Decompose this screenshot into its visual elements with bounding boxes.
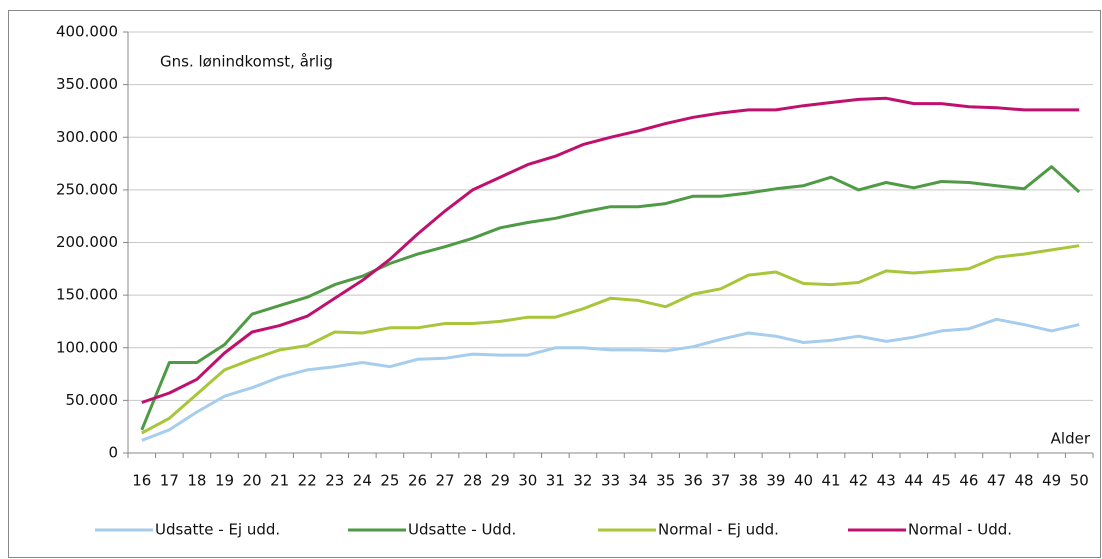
x-tick-label: 41 <box>822 472 841 490</box>
x-tick-label: 40 <box>794 472 813 490</box>
y-tick-label: 350.000 <box>56 75 118 93</box>
x-tick-label: 38 <box>739 472 758 490</box>
x-tick-label: 44 <box>904 472 923 490</box>
x-tick-label: 28 <box>463 472 482 490</box>
legend-label: Udsatte - Udd. <box>408 521 516 539</box>
x-tick-label: 21 <box>270 472 289 490</box>
x-tick-label: 30 <box>518 472 537 490</box>
legend-label: Normal - Ej udd. <box>658 521 779 539</box>
series-line <box>141 244 1080 435</box>
series-line <box>141 317 1080 442</box>
y-tick-label: 150.000 <box>56 286 118 304</box>
series-line <box>140 165 1081 431</box>
x-tick-label: 17 <box>160 472 179 490</box>
x-tick-label: 20 <box>243 472 262 490</box>
x-tick-label: 27 <box>436 472 455 490</box>
y-tick-label: 100.000 <box>56 338 118 356</box>
x-tick-label: 23 <box>325 472 344 490</box>
x-tick-label: 46 <box>959 472 978 490</box>
x-tick-label: 16 <box>132 472 151 490</box>
annotation: Gns. lønindkomst, årlig <box>160 53 333 71</box>
x-tick-label: 19 <box>215 472 234 490</box>
x-tick-label: 34 <box>629 472 648 490</box>
x-tick-label: 31 <box>546 472 565 490</box>
chart-frame <box>8 10 1101 558</box>
x-tick-label: 42 <box>849 472 868 490</box>
series-line <box>141 96 1080 404</box>
x-tick-label: 29 <box>491 472 510 490</box>
x-tick-label: 26 <box>408 472 427 490</box>
legend-label: Normal - Udd. <box>908 521 1012 539</box>
x-tick-label: 18 <box>187 472 206 490</box>
y-tick-label: 0 <box>108 444 118 462</box>
x-tick-label: 49 <box>1042 472 1061 490</box>
x-tick-label: 24 <box>353 472 372 490</box>
y-tick-label: 200.000 <box>56 233 118 251</box>
x-tick-label: 47 <box>987 472 1006 490</box>
x-tick-label: 32 <box>573 472 592 490</box>
legend-label: Udsatte - Ej udd. <box>155 521 280 539</box>
x-axis-label: Alder <box>1051 430 1091 448</box>
y-tick-label: 250.000 <box>56 180 118 198</box>
y-tick-label: 400.000 <box>56 23 118 41</box>
y-tick-label: 50.000 <box>66 391 119 409</box>
x-tick-label: 50 <box>1070 472 1089 490</box>
x-tick-label: 37 <box>711 472 730 490</box>
x-tick-label: 33 <box>601 472 620 490</box>
x-tick-label: 35 <box>656 472 675 490</box>
y-tick-label: 300.000 <box>56 128 118 146</box>
x-tick-label: 22 <box>298 472 317 490</box>
x-tick-label: 36 <box>684 472 703 490</box>
x-tick-label: 43 <box>877 472 896 490</box>
x-tick-label: 45 <box>932 472 951 490</box>
x-tick-label: 25 <box>380 472 399 490</box>
x-tick-label: 48 <box>1015 472 1034 490</box>
x-tick-label: 39 <box>766 472 785 490</box>
